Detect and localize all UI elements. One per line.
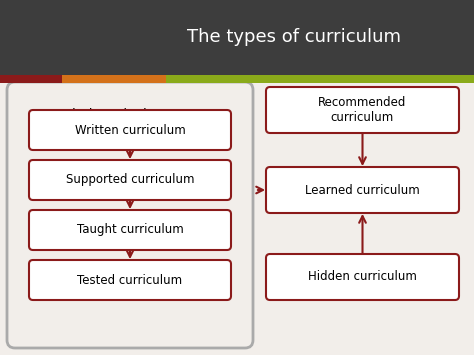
Text: Tested curriculum: Tested curriculum — [77, 273, 182, 286]
FancyBboxPatch shape — [7, 82, 253, 348]
FancyBboxPatch shape — [266, 167, 459, 213]
FancyBboxPatch shape — [0, 0, 474, 75]
FancyBboxPatch shape — [0, 75, 62, 83]
Text: Intended curriculum: Intended curriculum — [33, 108, 168, 121]
Text: The types of curriculum: The types of curriculum — [187, 28, 401, 47]
Text: Written curriculum: Written curriculum — [74, 124, 185, 137]
FancyBboxPatch shape — [29, 210, 231, 250]
FancyBboxPatch shape — [266, 87, 459, 133]
FancyBboxPatch shape — [29, 110, 231, 150]
Text: Recommended
curriculum: Recommended curriculum — [319, 96, 407, 124]
Text: Taught curriculum: Taught curriculum — [77, 224, 183, 236]
FancyBboxPatch shape — [266, 254, 459, 300]
Text: Supported curriculum: Supported curriculum — [66, 174, 194, 186]
FancyBboxPatch shape — [29, 260, 231, 300]
FancyBboxPatch shape — [166, 75, 474, 83]
FancyBboxPatch shape — [62, 75, 166, 83]
FancyBboxPatch shape — [29, 160, 231, 200]
Text: Hidden curriculum: Hidden curriculum — [308, 271, 417, 284]
Text: Learned curriculum: Learned curriculum — [305, 184, 420, 197]
